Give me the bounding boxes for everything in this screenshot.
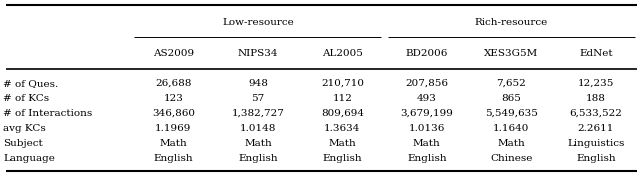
Text: English: English <box>407 154 447 163</box>
Text: AS2009: AS2009 <box>153 49 194 58</box>
Text: Language: Language <box>3 154 55 163</box>
Text: 5,549,635: 5,549,635 <box>485 109 538 118</box>
Text: # of Ques.: # of Ques. <box>3 79 58 88</box>
Text: 57: 57 <box>252 94 264 103</box>
Text: 1,382,727: 1,382,727 <box>232 109 284 118</box>
Text: AL2005: AL2005 <box>322 49 363 58</box>
Text: 809,694: 809,694 <box>321 109 364 118</box>
Text: 207,856: 207,856 <box>405 79 449 88</box>
Text: 112: 112 <box>332 94 353 103</box>
Text: Rich-resource: Rich-resource <box>475 18 548 27</box>
Text: # of Interactions: # of Interactions <box>3 109 92 118</box>
Text: 948: 948 <box>248 79 268 88</box>
Text: NIPS34: NIPS34 <box>237 49 278 58</box>
Text: 7,652: 7,652 <box>497 79 526 88</box>
Text: 12,235: 12,235 <box>578 79 614 88</box>
Text: 123: 123 <box>163 94 184 103</box>
Text: 6,533,522: 6,533,522 <box>570 109 622 118</box>
Text: BD2006: BD2006 <box>406 49 448 58</box>
Text: Low-resource: Low-resource <box>222 18 294 27</box>
Text: 188: 188 <box>586 94 606 103</box>
Text: English: English <box>576 154 616 163</box>
Text: XES3G5M: XES3G5M <box>484 49 538 58</box>
Text: Math: Math <box>244 139 272 148</box>
Text: English: English <box>154 154 193 163</box>
Text: Linguistics: Linguistics <box>567 139 625 148</box>
Text: English: English <box>238 154 278 163</box>
Text: Math: Math <box>328 139 356 148</box>
Text: 865: 865 <box>501 94 522 103</box>
Text: Math: Math <box>159 139 188 148</box>
Text: 1.0148: 1.0148 <box>240 124 276 133</box>
Text: 2.2611: 2.2611 <box>578 124 614 133</box>
Text: 1.1969: 1.1969 <box>156 124 191 133</box>
Text: Chinese: Chinese <box>490 154 532 163</box>
Text: 346,860: 346,860 <box>152 109 195 118</box>
Text: avg KCs: avg KCs <box>3 124 46 133</box>
Text: 493: 493 <box>417 94 437 103</box>
Text: # of KCs: # of KCs <box>3 94 49 103</box>
Text: English: English <box>323 154 362 163</box>
Text: Math: Math <box>497 139 525 148</box>
Text: 26,688: 26,688 <box>156 79 191 88</box>
Text: 3,679,199: 3,679,199 <box>401 109 453 118</box>
Text: 210,710: 210,710 <box>321 79 364 88</box>
Text: Math: Math <box>413 139 441 148</box>
Text: EdNet: EdNet <box>579 49 612 58</box>
Text: Subject: Subject <box>3 139 43 148</box>
Text: 1.3634: 1.3634 <box>324 124 360 133</box>
Text: 1.1640: 1.1640 <box>493 124 529 133</box>
Text: 1.0136: 1.0136 <box>409 124 445 133</box>
